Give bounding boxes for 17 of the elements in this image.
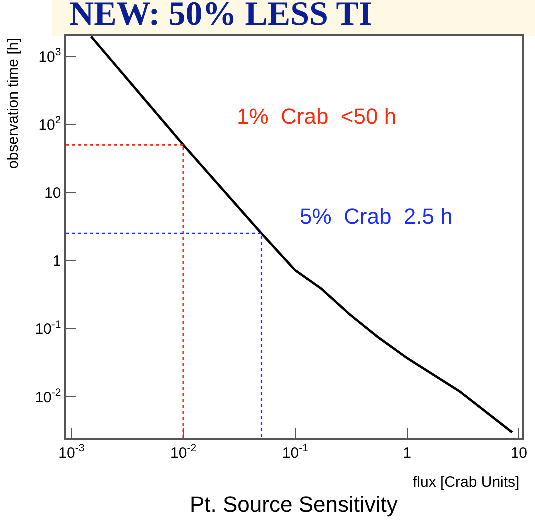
- y-tick-label: 10$^{-2}$: [35, 386, 62, 406]
- x-tick-label: 10: [510, 444, 528, 462]
- x-tick-label: 1: [403, 444, 412, 462]
- x-tick-label: 10$^{-3}$: [58, 442, 85, 462]
- y-tick-label: 10$^{3}$: [38, 46, 62, 66]
- y-tick-label: 10$^{-1}$: [35, 318, 62, 338]
- y-tick-label: 10: [44, 184, 62, 202]
- y-tick-label: 10$^{2}$: [38, 114, 62, 134]
- annotation: 5% Crab 2.5 h: [300, 204, 453, 229]
- x-tick-label: 10$^{-1}$: [282, 442, 309, 462]
- x-tick-label: 10$^{-2}$: [170, 442, 197, 462]
- x-axis-title: flux [Crab Units]: [413, 474, 520, 491]
- y-axis-title: observation time [h]: [5, 38, 22, 170]
- chart-title: NEW: 50% LESS TI: [70, 0, 372, 34]
- annotation: 1% Crab <50 h: [237, 104, 397, 129]
- y-tick-label: 1: [52, 253, 62, 270]
- text: Pt. Source Sensitivity: [190, 492, 398, 517]
